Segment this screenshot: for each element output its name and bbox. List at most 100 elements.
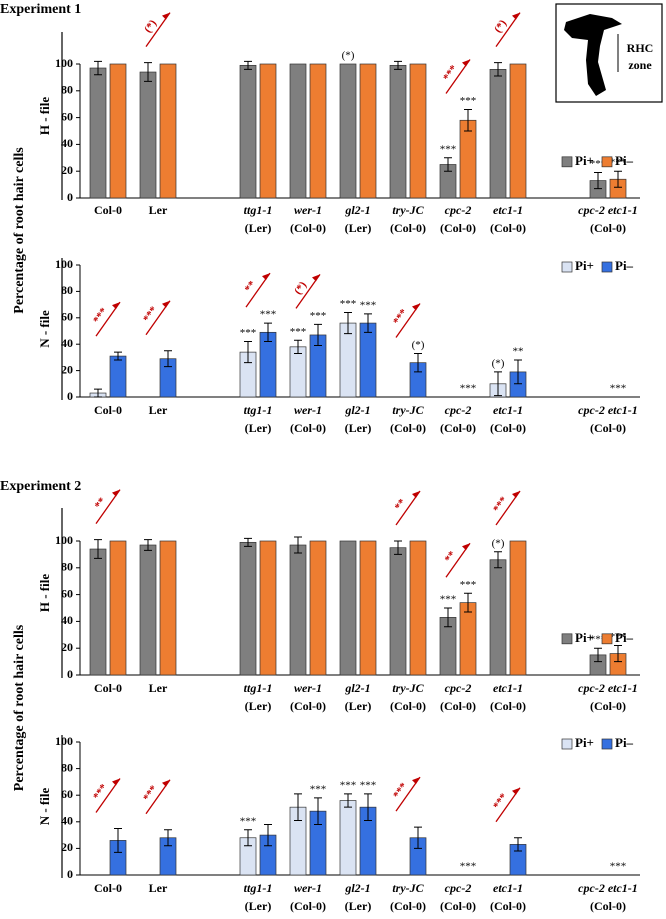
- x-tick-label: (Col-0): [590, 421, 626, 435]
- error-bar: [414, 352, 422, 373]
- x-tick-label: (Col-0): [390, 899, 426, 913]
- error-bar: [114, 827, 122, 853]
- legend-swatch: [561, 633, 573, 645]
- error-bar: [144, 539, 152, 551]
- error-bar: [244, 341, 252, 364]
- legend-label: Pi+: [575, 735, 594, 750]
- panel-label: N - file: [37, 310, 52, 348]
- x-tick-label: cpc-2: [445, 881, 472, 895]
- significance-label: ***: [360, 779, 377, 791]
- x-tick-label: (Col-0): [390, 421, 426, 435]
- y-tick-label: 60: [61, 310, 73, 324]
- bar: [339, 800, 357, 876]
- x-tick-label: Ler: [149, 881, 168, 895]
- trend-arrowhead: [112, 489, 120, 497]
- x-tick-label: try-JC: [392, 203, 424, 217]
- bar: [459, 602, 477, 676]
- bar: [489, 559, 507, 676]
- x-tick-label: (Ler): [245, 421, 272, 435]
- error-bar: [294, 339, 302, 354]
- significance-label: ***: [610, 861, 627, 873]
- legend-label: Pi–: [615, 630, 634, 645]
- bar: [489, 69, 507, 199]
- x-tick-label: wer-1: [294, 203, 322, 217]
- x-tick-label: gl2-1: [344, 881, 370, 895]
- x-tick-label: cpc-2 etc1-1: [578, 203, 638, 217]
- error-bar: [444, 607, 452, 628]
- bar: [139, 544, 157, 676]
- inset-label: RHC: [627, 41, 654, 55]
- x-tick-label: etc1-1: [493, 681, 523, 695]
- y-tick-label: 40: [61, 613, 73, 627]
- trend-label: ***: [91, 305, 111, 326]
- significance-label: ***: [440, 143, 457, 155]
- bar: [389, 547, 407, 676]
- bar: [359, 63, 377, 199]
- x-tick-label: (Col-0): [590, 221, 626, 235]
- trend-arrowhead: [412, 777, 420, 785]
- y-tick-label: 100: [55, 734, 73, 748]
- error-bar: [514, 359, 522, 385]
- y-tick-label: 20: [61, 362, 73, 376]
- significance-label: (*): [492, 357, 505, 369]
- x-tick-label: try-JC: [392, 403, 424, 417]
- y-axis-label: Percentage of root hair cells: [12, 624, 27, 791]
- trend-label: ***: [141, 304, 161, 325]
- trend-label: ***: [491, 791, 511, 812]
- significance-label: ***: [340, 298, 357, 310]
- legend-label: Pi+: [575, 153, 594, 168]
- error-bar: [394, 540, 402, 555]
- trend-arrowhead: [512, 787, 520, 795]
- inset-label: zone: [628, 58, 652, 72]
- error-bar: [394, 60, 402, 70]
- significance-label: ***: [460, 579, 477, 591]
- bar: [89, 67, 107, 199]
- y-tick-label: 40: [61, 814, 73, 828]
- x-tick-label: (Col-0): [390, 699, 426, 713]
- y-tick-label: 100: [55, 257, 73, 271]
- significance-label: ***: [310, 310, 327, 322]
- x-tick-label: ttg1-1: [244, 203, 273, 217]
- y-tick-label: 100: [55, 56, 73, 70]
- bar: [89, 548, 107, 676]
- bar: [339, 540, 357, 676]
- y-tick-label: 60: [61, 586, 73, 600]
- x-tick-label: (Ler): [345, 421, 372, 435]
- bar: [159, 63, 177, 199]
- x-tick-label: cpc-2 etc1-1: [578, 881, 638, 895]
- x-tick-label: gl2-1: [344, 203, 370, 217]
- significance-label: ***: [460, 861, 477, 873]
- bar: [339, 63, 357, 199]
- bar: [289, 63, 307, 199]
- bar: [239, 64, 257, 199]
- experiment-title: Experiment 1: [0, 2, 81, 17]
- trend-arrowhead: [412, 303, 420, 311]
- x-tick-label: (Col-0): [590, 699, 626, 713]
- error-bar: [364, 313, 372, 333]
- x-tick-label: cpc-2 etc1-1: [578, 681, 638, 695]
- y-tick-label: 0: [67, 389, 73, 403]
- bar: [359, 540, 377, 676]
- x-tick-label: (Col-0): [290, 899, 326, 913]
- significance-label: (*): [342, 50, 355, 62]
- x-tick-label: gl2-1: [344, 403, 370, 417]
- y-tick-label: 0: [67, 190, 73, 204]
- x-tick-label: etc1-1: [493, 203, 523, 217]
- significance-label: ***: [610, 383, 627, 395]
- error-bar: [514, 837, 522, 852]
- trend-arrowhead: [462, 59, 470, 67]
- y-tick-label: 40: [61, 336, 73, 350]
- error-bar: [94, 388, 102, 398]
- y-tick-label: 40: [61, 136, 73, 150]
- trend-arrowhead: [262, 273, 270, 281]
- error-bar: [264, 823, 272, 847]
- x-tick-label: (Ler): [245, 899, 272, 913]
- error-bar: [94, 60, 102, 76]
- trend-arrowhead: [512, 12, 520, 20]
- x-tick-label: Col-0: [94, 403, 122, 417]
- legend-label: Pi–: [615, 258, 634, 273]
- error-bar: [494, 551, 502, 569]
- x-tick-label: Col-0: [94, 203, 122, 217]
- bar: [289, 544, 307, 676]
- y-tick-label: 20: [61, 840, 73, 854]
